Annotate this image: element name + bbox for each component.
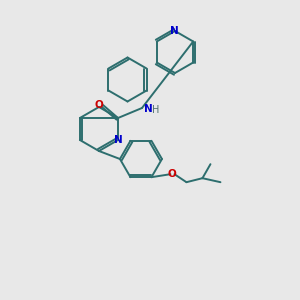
Text: N: N [144,104,152,114]
Text: O: O [94,100,103,110]
Text: N: N [169,26,178,36]
Text: N: N [114,135,122,145]
Text: H: H [152,105,160,115]
Text: O: O [167,169,176,179]
